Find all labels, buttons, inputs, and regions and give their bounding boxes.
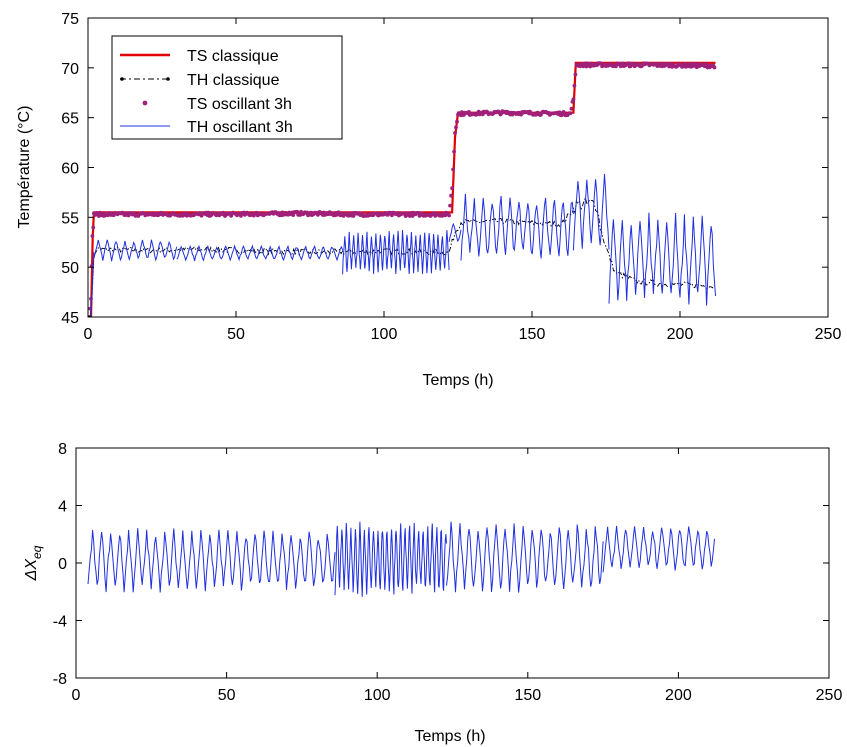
series-point-ts-oscillant-3h xyxy=(206,210,211,215)
series-point-ts-oscillant-3h xyxy=(451,167,455,172)
temperature-x-axis-title: Temps (h) xyxy=(422,372,493,389)
series-point-ts-oscillant-3h xyxy=(452,149,456,154)
series-segment-delta-x xyxy=(334,521,447,597)
series-point-ts-oscillant-3h xyxy=(712,65,717,70)
legend-label-ts-classique: TS classique xyxy=(187,48,279,65)
temperature-legend: TS classique TH classique TS oscillant 3… xyxy=(111,35,343,140)
series-segment-th-oscillant-3h xyxy=(572,173,610,251)
legend-item-ts-classique: TS classique xyxy=(120,48,279,65)
temperature-y-axis-title: Température (°C) xyxy=(16,106,33,229)
series-ts-oscillant-3h xyxy=(88,61,717,317)
y-tick-label: 4 xyxy=(58,499,67,516)
y-tick-label: 50 xyxy=(61,260,79,277)
delta-x-axis-ticks: 0 50 100 150 200 250 -8 -4 0 4 8 xyxy=(53,441,843,704)
y-tick-label: 60 xyxy=(61,161,79,178)
delta-x-chart: 0 50 100 150 200 250 -8 -4 0 4 8 Temps (h) ΔXeq xyxy=(23,441,842,745)
y-tick-label: -8 xyxy=(53,671,67,688)
x-tick-label: 250 xyxy=(816,687,843,704)
legend-item-th-oscillant: TH oscillant 3h xyxy=(120,119,293,136)
series-segment-th-oscillant-3h xyxy=(342,230,450,275)
series-point-ts-oscillant-3h xyxy=(626,61,631,66)
delta-x-x-axis-title: Temps (h) xyxy=(414,728,485,745)
series-point-ts-oscillant-3h xyxy=(568,111,573,116)
delta-x-series-layer xyxy=(87,521,715,597)
series-point-ts-oscillant-3h xyxy=(453,131,457,135)
legend-item-th-classique: TH classique xyxy=(120,72,280,89)
legend-box xyxy=(111,35,343,140)
series-line-th-oscillant-3h xyxy=(88,252,95,317)
x-tick-label: 200 xyxy=(665,687,692,704)
series-segment-delta-x xyxy=(602,525,715,573)
series-delta-x xyxy=(87,521,715,597)
x-tick-label: 0 xyxy=(72,687,81,704)
series-th-oscillant-3h xyxy=(88,173,716,317)
series-point-ts-oscillant-3h xyxy=(571,97,576,102)
series-point-ts-oscillant-3h xyxy=(455,119,459,124)
y-tick-label: 75 xyxy=(61,11,79,28)
series-segment-th-oscillant-3h xyxy=(93,239,178,262)
legend-label-th-classique: TH classique xyxy=(187,72,280,89)
legend-marker-th-left xyxy=(120,77,124,81)
series-point-ts-oscillant-3h xyxy=(91,225,96,230)
y-tick-label: 0 xyxy=(58,556,67,573)
delta-x-plot-frame xyxy=(75,447,830,679)
series-segment-th-oscillant-3h xyxy=(176,244,344,262)
x-tick-label: 150 xyxy=(519,326,546,343)
x-tick-label: 250 xyxy=(815,326,842,343)
x-tick-label: 50 xyxy=(227,326,245,343)
x-tick-label: 50 xyxy=(218,687,236,704)
y-tick-label: 55 xyxy=(61,210,79,227)
y-tick-label: 70 xyxy=(61,61,79,78)
series-point-ts-oscillant-3h xyxy=(454,125,458,130)
x-tick-label: 100 xyxy=(364,687,391,704)
series-point-ts-oscillant-3h xyxy=(291,213,296,218)
temperature-axis-ticks: 0 50 100 150 200 250 45 50 55 60 65 70 75 xyxy=(61,11,841,343)
y-tick-label: 8 xyxy=(58,441,67,458)
delta-x-y-axis-title: ΔXeq xyxy=(23,545,44,581)
y-tick-label: 65 xyxy=(61,111,79,128)
y-tick-label: 45 xyxy=(61,310,79,327)
series-point-ts-oscillant-3h xyxy=(295,209,300,214)
series-ts-classique xyxy=(88,61,716,317)
series-point-ts-oscillant-3h xyxy=(450,186,454,191)
series-point-ts-oscillant-3h xyxy=(449,193,453,198)
series-point-ts-oscillant-3h xyxy=(573,72,578,77)
series-segment-delta-x xyxy=(87,528,336,593)
series-segment-th-oscillant-3h xyxy=(608,212,716,306)
series-point-ts-oscillant-3h xyxy=(569,106,574,111)
series-point-ts-oscillant-3h xyxy=(460,110,464,114)
legend-marker-th-right xyxy=(166,77,170,81)
temperature-series-layer xyxy=(88,61,717,317)
series-point-ts-oscillant-3h xyxy=(90,234,95,238)
x-tick-label: 0 xyxy=(84,326,93,343)
series-line-ts-classique xyxy=(88,61,716,317)
legend-item-ts-oscillant: TS oscillant 3h xyxy=(142,96,292,113)
x-tick-label: 100 xyxy=(371,326,398,343)
series-point-ts-oscillant-3h xyxy=(572,83,577,88)
legend-label-ts-oscillant: TS oscillant 3h xyxy=(187,96,292,113)
series-point-ts-oscillant-3h xyxy=(447,213,451,218)
series-segment-th-oscillant-3h xyxy=(460,193,574,261)
y-tick-label: -4 xyxy=(53,614,67,631)
series-point-ts-oscillant-3h xyxy=(557,110,562,115)
x-tick-label: 150 xyxy=(514,687,541,704)
series-segment-th-oscillant-3h xyxy=(448,222,462,243)
x-tick-label: 200 xyxy=(667,326,694,343)
delta-x-y-axis-main: ΔX xyxy=(23,558,40,582)
legend-label-th-oscillant: TH oscillant 3h xyxy=(187,119,293,136)
legend-swatch-ts-oscillant xyxy=(142,100,148,106)
series-segment-delta-x xyxy=(446,521,604,593)
delta-x-y-axis-subscript: eq xyxy=(30,545,44,559)
series-point-ts-oscillant-3h xyxy=(448,203,452,208)
